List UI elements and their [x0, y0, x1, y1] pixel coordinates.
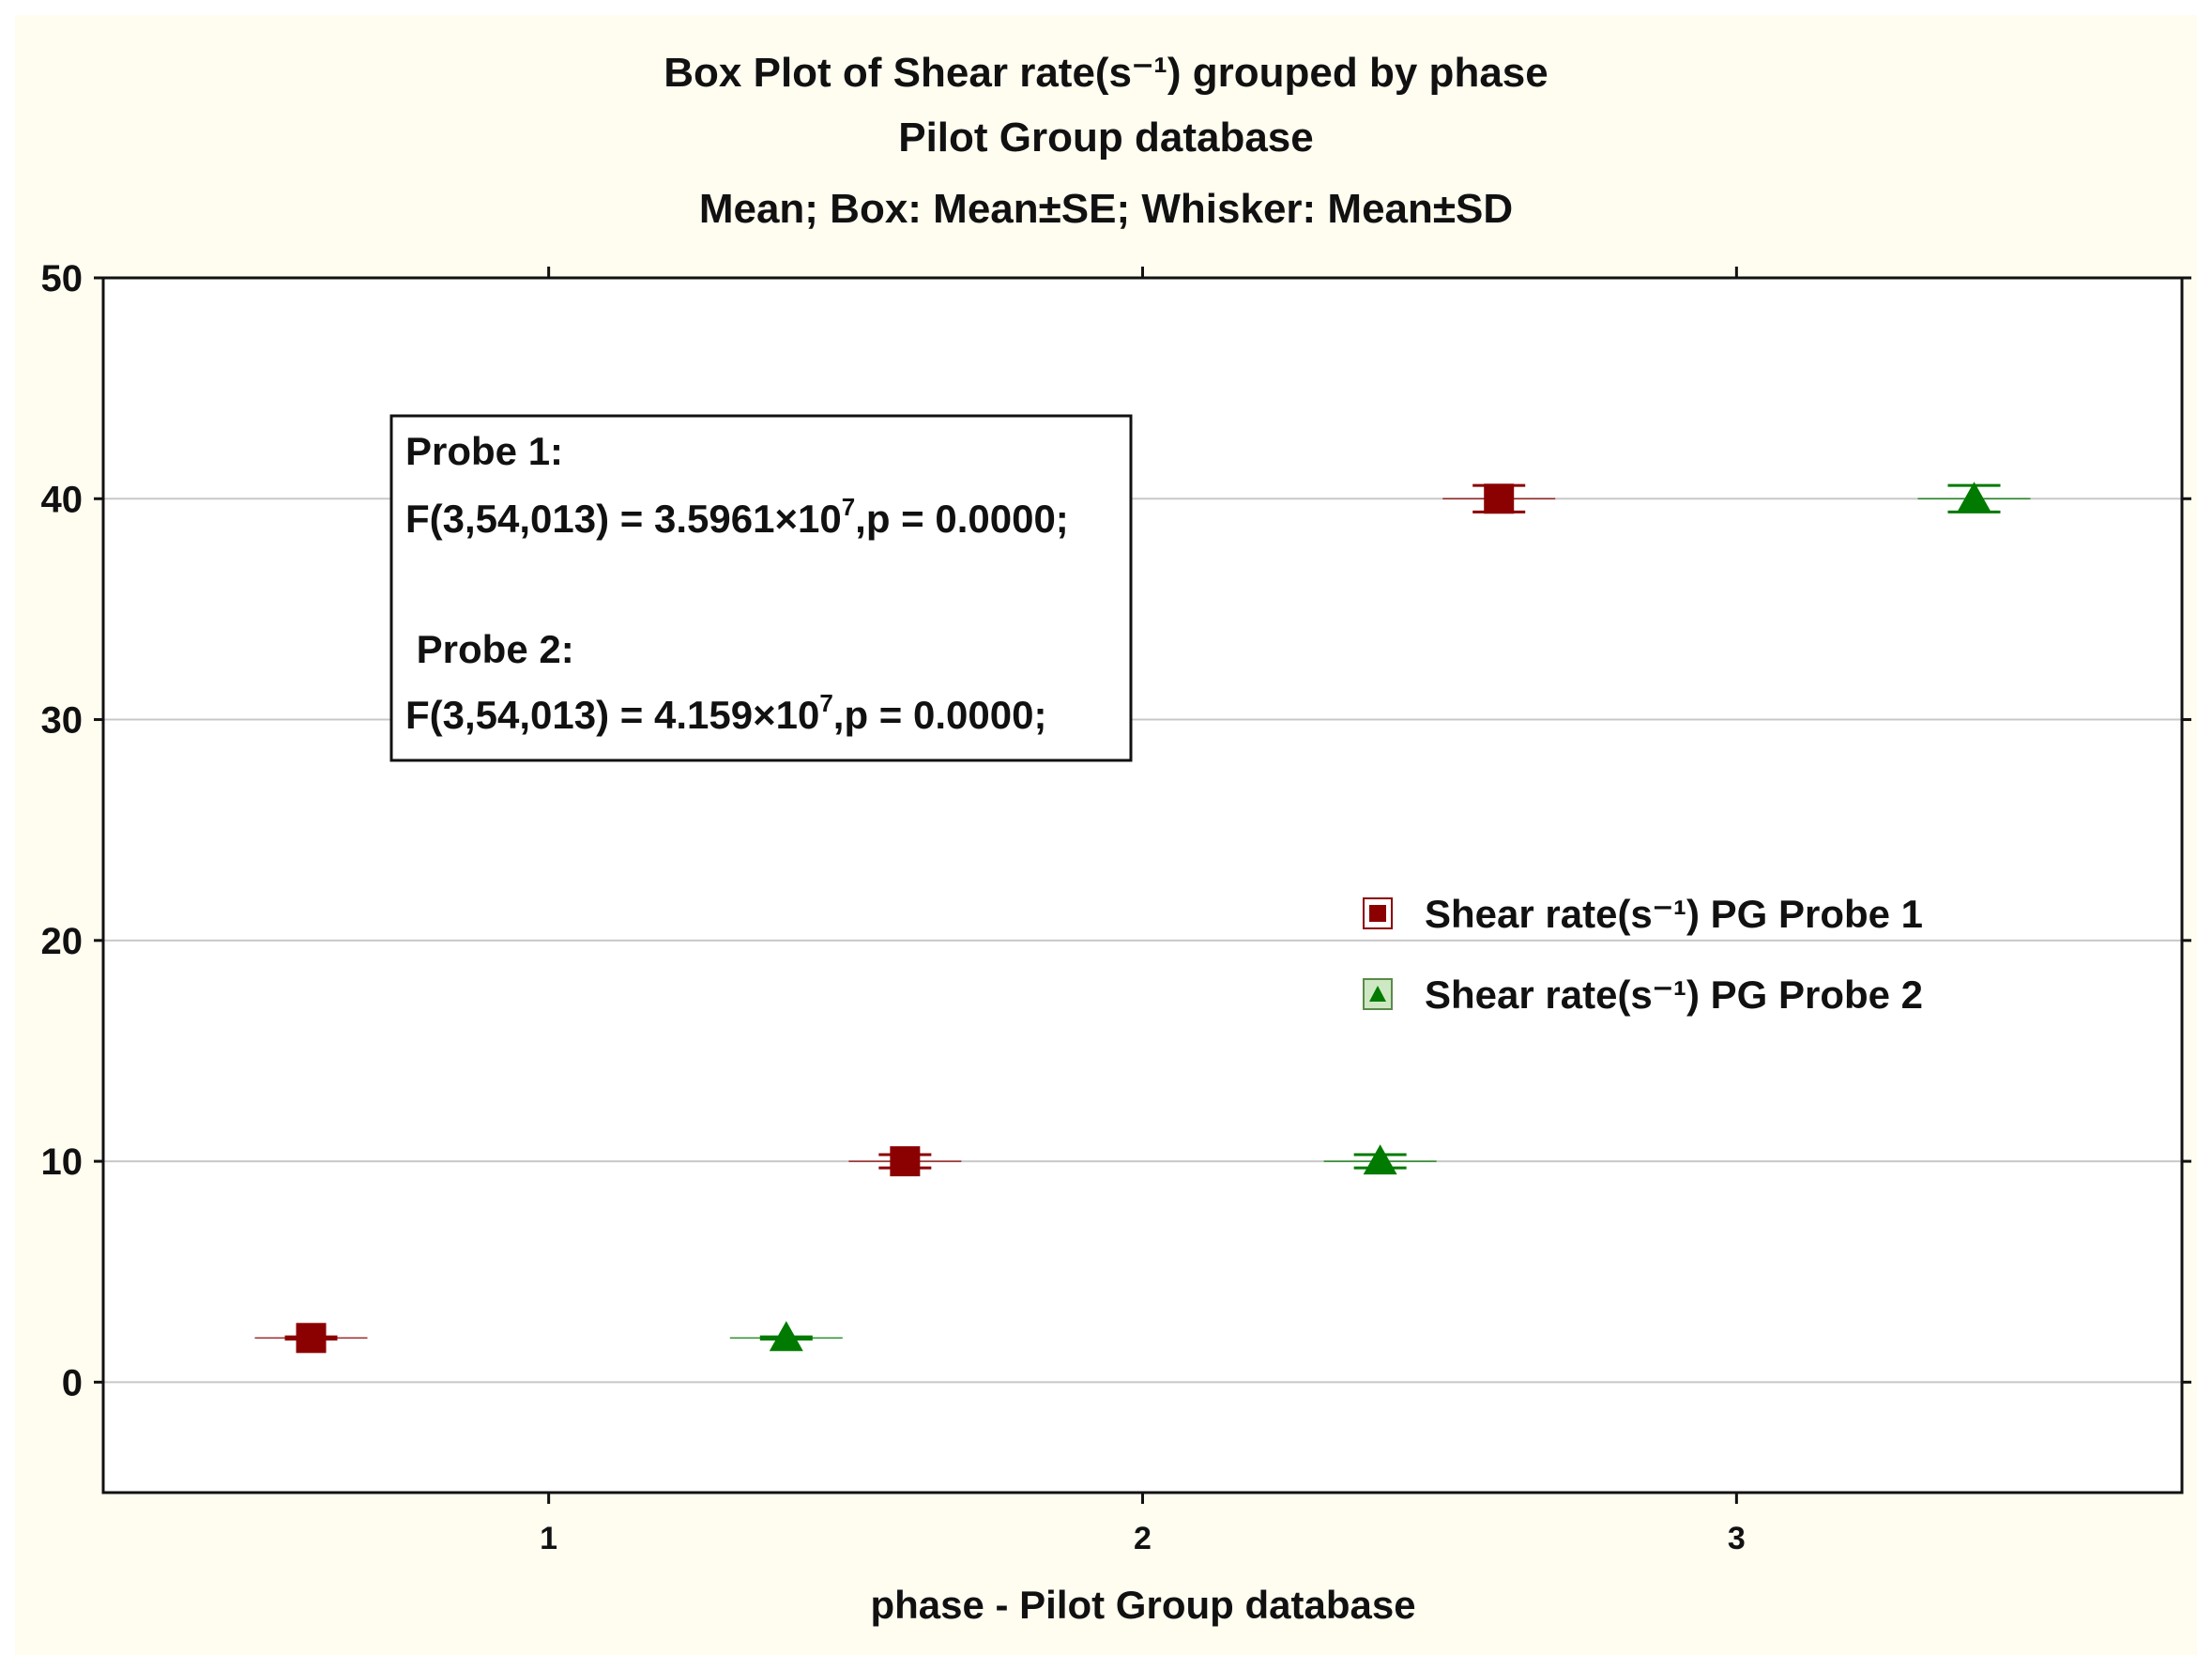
legend-marker-triangle-icon	[1369, 986, 1386, 1002]
point-square-s1-c3	[1484, 483, 1515, 514]
annotation-probe1-label: Probe 1:	[405, 429, 563, 473]
annotation-probe2-label: Probe 2:	[405, 627, 574, 671]
annotation-probe2-stat: F(3,54,013) = 4.159×107,p = 0.0000;	[405, 689, 1046, 737]
y-tick-label-20: 20	[41, 921, 84, 962]
legend-swatch-probe-1	[1363, 897, 1393, 929]
legend: Shear rate(s⁻¹) PG Probe 1 Shear rate(s⁻…	[1363, 892, 1923, 1017]
point-triangle-s2-c3	[1957, 482, 1991, 513]
point-triangle-s2-c2	[1363, 1144, 1397, 1175]
stats-annotation: Probe 1: F(3,54,013) = 3.5961×107,p = 0.…	[389, 414, 1133, 762]
chart-subtitle: Pilot Group database	[898, 115, 1314, 161]
y-tick-label-0: 0	[62, 1362, 83, 1403]
legend-item-probe-1: Shear rate(s⁻¹) PG Probe 1	[1363, 892, 1923, 936]
plot-svg: 0 10 20 30 40 50 1 2 3 phase - Pilot Group data…	[41, 258, 2191, 1627]
chart-figure: Box Plot of Shear rate(s⁻¹) grouped by p…	[15, 15, 2197, 1655]
y-tick-label-30: 30	[41, 700, 84, 742]
x-tick-label-3: 3	[1728, 1521, 1746, 1556]
plot-frame	[101, 276, 2184, 1494]
legend-label-probe-1: Shear rate(s⁻¹) PG Probe 1	[1425, 892, 1923, 936]
point-square-s1-c2	[890, 1146, 921, 1177]
y-tick-label-40: 40	[41, 479, 84, 520]
x-tick-label-2: 2	[1134, 1521, 1152, 1556]
annotation-box	[389, 414, 1133, 762]
chart-title: Box Plot of Shear rate(s⁻¹) grouped by p…	[664, 50, 1548, 96]
legend-item-probe-2: Shear rate(s⁻¹) PG Probe 2	[1363, 973, 1923, 1017]
chart-description: Mean; Box: Mean±SE; Whisker: Mean±SD	[698, 186, 1514, 232]
x-tick-label-1: 1	[540, 1521, 557, 1556]
point-square-s1-c1	[296, 1323, 327, 1354]
y-axis: 0 10 20 30 40 50	[41, 258, 2191, 1403]
x-axis-label: phase - Pilot Group database	[870, 1583, 1415, 1627]
annotation-probe1-stat: F(3,54,013) = 3.5961×107,p = 0.0000;	[405, 493, 1069, 541]
point-triangle-s2-c1	[769, 1321, 803, 1352]
legend-marker-square-icon	[1369, 905, 1386, 922]
y-tick-label-10: 10	[41, 1141, 84, 1183]
x-axis: 1 2 3	[540, 267, 1746, 1556]
y-tick-label-50: 50	[41, 258, 84, 299]
data-marks	[254, 482, 2031, 1354]
legend-label-probe-2: Shear rate(s⁻¹) PG Probe 2	[1425, 973, 1923, 1017]
